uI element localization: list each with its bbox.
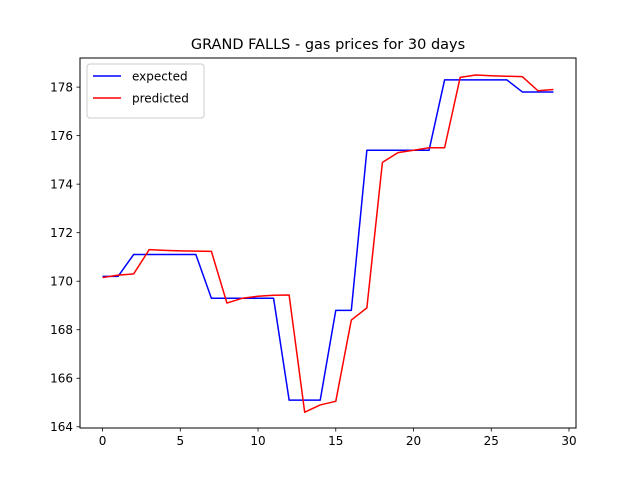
x-tick-label: 25 xyxy=(484,434,499,448)
legend-label-predicted: predicted xyxy=(132,91,189,105)
y-tick-label: 170 xyxy=(50,275,73,289)
y-tick-label: 174 xyxy=(50,177,73,191)
legend-label-expected: expected xyxy=(132,69,188,83)
y-tick-label: 178 xyxy=(50,80,73,94)
x-tick-label: 10 xyxy=(250,434,265,448)
x-tick-label: 15 xyxy=(328,434,343,448)
y-tick-label: 172 xyxy=(50,226,73,240)
series-layer xyxy=(102,74,554,413)
series-line-expected xyxy=(102,79,554,401)
y-tick-label: 176 xyxy=(50,129,73,143)
legend-box xyxy=(86,63,205,119)
y-axis: 164 166 168 170 172 174 176 178 xyxy=(50,80,80,434)
series-line-predicted xyxy=(102,74,554,413)
x-axis: 0 5 10 15 20 25 30 xyxy=(99,428,577,448)
legend: expected predicted xyxy=(86,63,205,119)
x-tick-label: 0 xyxy=(99,434,107,448)
x-tick-label: 5 xyxy=(176,434,184,448)
y-tick-label: 168 xyxy=(50,323,73,337)
y-tick-label: 166 xyxy=(50,372,73,386)
y-tick-label: 164 xyxy=(50,420,73,434)
plot-area-frame xyxy=(79,57,577,429)
chart-title: GRAND FALLS - gas prices for 30 days xyxy=(191,37,465,53)
x-tick-label: 20 xyxy=(406,434,421,448)
x-tick-label: 30 xyxy=(561,434,576,448)
